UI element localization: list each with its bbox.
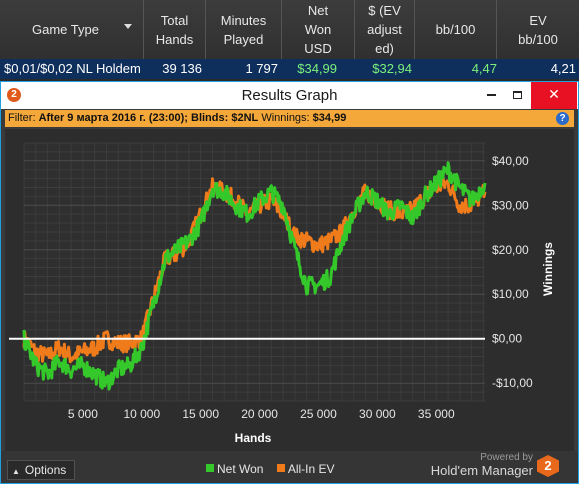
col-header-label: Net Won USD bbox=[304, 3, 332, 56]
x-tick-label: 30 000 bbox=[359, 407, 396, 421]
y-tick-label: -$10,00 bbox=[492, 376, 533, 390]
close-button[interactable]: ✕ bbox=[531, 82, 577, 109]
chevron-up-icon: ▲ bbox=[12, 467, 20, 476]
minimize-button[interactable] bbox=[479, 82, 503, 109]
col-header-label: bb/100 bbox=[435, 22, 476, 37]
y-tick-label: $20,00 bbox=[492, 243, 529, 257]
y-tick-label: $0,00 bbox=[492, 332, 522, 346]
filter-prefix: Filter: bbox=[8, 112, 36, 124]
col-header-label: Game Type bbox=[32, 22, 99, 37]
col-header-net-won[interactable]: Net Won USD bbox=[282, 0, 355, 59]
cell-net-won: $34,99 bbox=[297, 61, 337, 76]
col-header-label: Total Hands bbox=[155, 12, 194, 47]
col-header-label: $ (EV adjust ed) bbox=[367, 3, 402, 56]
x-tick-label: 15 000 bbox=[182, 407, 219, 421]
hem-logo-icon: 2 bbox=[537, 455, 559, 477]
col-header-minutes-played[interactable]: Minutes Played bbox=[206, 0, 282, 59]
legend-label-net-won: Net Won bbox=[217, 462, 264, 476]
col-header-bb100[interactable]: bb/100 bbox=[415, 0, 497, 59]
results-graph-window: 2 Results Graph ✕ Filter: After 9 марта … bbox=[0, 81, 579, 484]
col-header-total-hands[interactable]: Total Hands bbox=[144, 0, 206, 59]
x-tick-label: 20 000 bbox=[241, 407, 278, 421]
maximize-icon bbox=[512, 91, 522, 100]
filter-bar: Filter: After 9 марта 2016 г. (23:00); B… bbox=[5, 110, 574, 127]
x-tick-label: 35 000 bbox=[418, 407, 455, 421]
stats-table-header: Game Type Total Hands Minutes Played Net… bbox=[0, 0, 579, 59]
col-header-ev-adjusted[interactable]: $ (EV adjust ed) bbox=[355, 0, 415, 59]
cell-total-hands: 39 136 bbox=[162, 61, 202, 76]
powered-by-label: Powered by bbox=[480, 452, 533, 463]
bottom-bar: ▲ Options Net Won All-In EV Powered by Ho… bbox=[1, 451, 578, 483]
col-header-game-type[interactable]: Game Type bbox=[0, 0, 144, 59]
y-axis-label: Winnings bbox=[541, 242, 555, 296]
close-icon: ✕ bbox=[548, 86, 560, 102]
x-axis-label: Hands bbox=[235, 431, 272, 445]
cell-bb100: 4,47 bbox=[471, 61, 497, 76]
title-bar[interactable]: 2 Results Graph ✕ bbox=[1, 82, 578, 109]
legend-swatch-all-in-ev bbox=[276, 464, 285, 472]
x-tick-label: 5 000 bbox=[68, 407, 98, 421]
cell-ev-bb100: 4,21 bbox=[550, 61, 576, 76]
legend-label-all-in-ev: All-In EV bbox=[287, 462, 335, 476]
cell-minutes-played: 1 797 bbox=[245, 61, 278, 76]
hem-app-icon: 2 bbox=[7, 88, 21, 102]
legend-swatch-net-won bbox=[206, 464, 214, 472]
cell-game-type: $0,01/$0,02 NL Holdem bbox=[4, 61, 141, 76]
y-tick-label: $10,00 bbox=[492, 287, 529, 301]
table-row[interactable]: $0,01/$0,02 NL Holdem 39 136 1 797 $34,9… bbox=[0, 59, 579, 79]
winnings-label: Winnings: bbox=[261, 112, 310, 124]
window-title: Results Graph bbox=[241, 87, 338, 104]
options-button[interactable]: ▲ Options bbox=[7, 460, 75, 480]
chart-legend: Net Won All-In EV bbox=[206, 462, 335, 476]
options-label: Options bbox=[24, 463, 67, 477]
winnings-value: $34,99 bbox=[312, 112, 347, 124]
chart-svg: 5 000 10 000 15 000 20 000 25 000 30 000 35 00… bbox=[9, 142, 555, 445]
col-header-label: Minutes Played bbox=[220, 12, 267, 47]
plot-background bbox=[24, 143, 485, 401]
y-tick-label: $30,00 bbox=[492, 198, 529, 212]
filter-text: After 9 марта 2016 г. (23:00); Blinds: $… bbox=[38, 112, 259, 124]
cell-ev-adjusted: $32,94 bbox=[372, 61, 412, 76]
col-header-label: EV bb/100 bbox=[518, 12, 558, 47]
y-tick-label: $40,00 bbox=[492, 154, 529, 168]
col-header-ev-bb100[interactable]: EV bb/100 bbox=[497, 0, 579, 59]
x-tick-label: 25 000 bbox=[300, 407, 337, 421]
minimize-icon bbox=[486, 94, 496, 97]
help-icon[interactable]: ? bbox=[556, 112, 569, 125]
results-chart: 5 000 10 000 15 000 20 000 25 000 30 000 35 00… bbox=[5, 129, 574, 451]
maximize-button[interactable] bbox=[505, 82, 529, 109]
series-line-net-won bbox=[22, 161, 487, 391]
x-tick-label: 10 000 bbox=[123, 407, 160, 421]
chevron-down-icon[interactable] bbox=[124, 24, 132, 29]
brand-name: Hold'em Manager bbox=[430, 463, 533, 478]
